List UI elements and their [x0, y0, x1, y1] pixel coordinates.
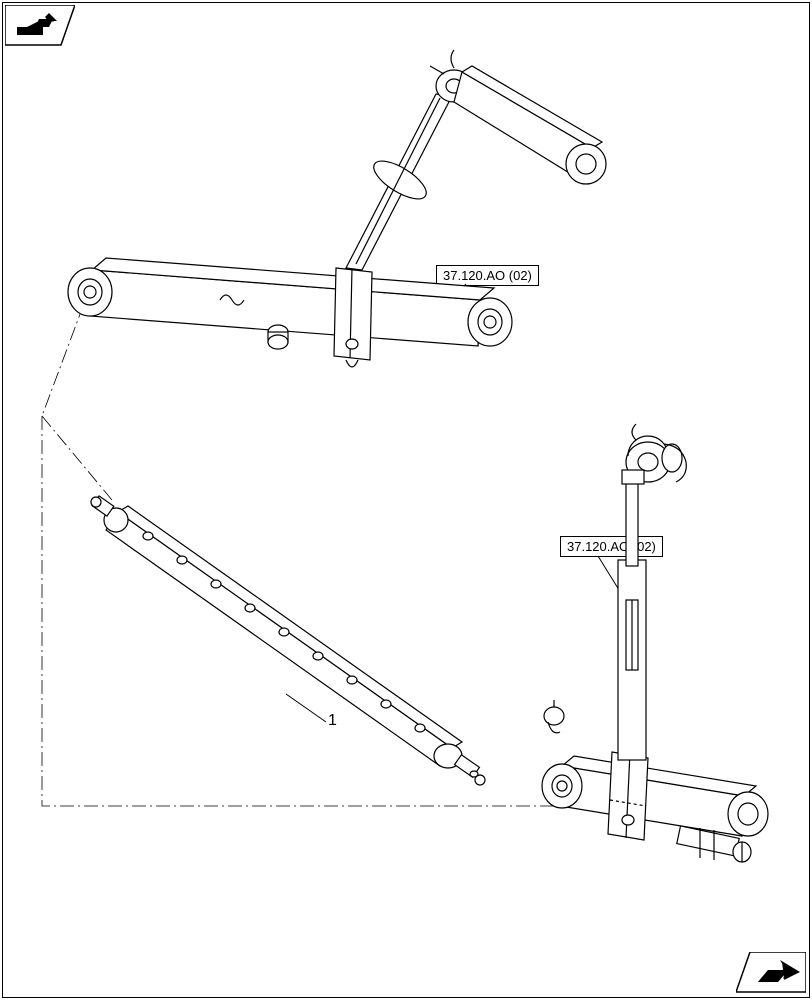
- callout-text-2: 37.120.AO (02): [567, 539, 656, 554]
- part-number-1: 1: [328, 712, 337, 730]
- page-frame: [2, 2, 810, 998]
- page-forward-icon[interactable]: [736, 952, 806, 994]
- callout-label-1: 37.120.AO (02): [436, 265, 539, 286]
- callout-label-2: 37.120.AO (02): [560, 536, 663, 557]
- part-number-1-text: 1: [328, 712, 337, 729]
- page-back-icon[interactable]: [5, 5, 75, 47]
- callout-text-1: 37.120.AO (02): [443, 268, 532, 283]
